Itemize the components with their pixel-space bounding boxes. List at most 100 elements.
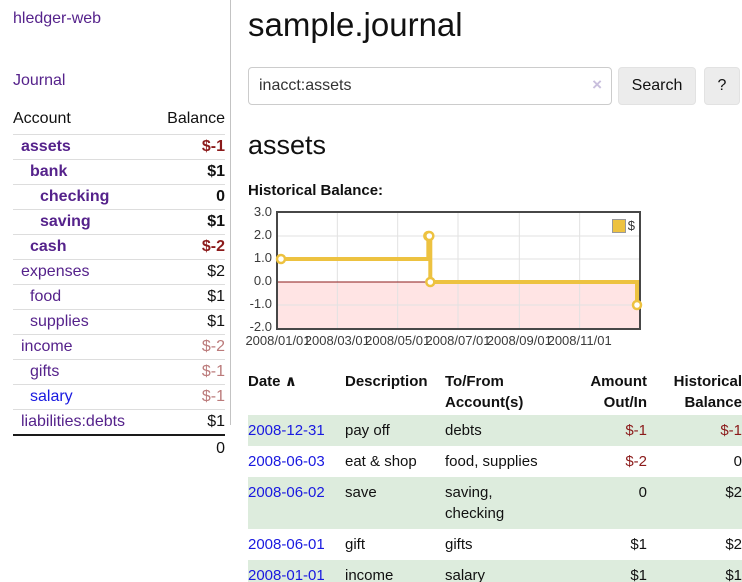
x-axis-tick-label: 2008/09/01	[486, 333, 552, 348]
account-row: income $-2	[13, 334, 225, 360]
register-column-header: Description	[345, 373, 428, 390]
account-link[interactable]: gifts	[30, 363, 60, 380]
transaction-balance: $2	[725, 536, 742, 553]
search-button[interactable]: Search	[618, 67, 696, 105]
account-balance: $2	[152, 259, 225, 285]
account-balance: $1	[152, 409, 225, 435]
account-balance: $-1	[152, 384, 225, 410]
account-link[interactable]: cash	[30, 238, 67, 255]
transaction-amount: $-2	[625, 453, 647, 470]
account-heading: assets	[248, 130, 327, 160]
clear-search-icon[interactable]: ×	[592, 75, 602, 94]
data-point-marker	[631, 299, 643, 311]
chart-legend: $	[611, 218, 635, 233]
account-balance: $1	[152, 309, 225, 335]
x-axis-tick-label: 2008/03/01	[304, 333, 370, 348]
register-header-row: Date ∧ Description To/From Account(s) Amoun…	[248, 369, 742, 415]
register-column-header[interactable]: Date ∧	[248, 373, 297, 390]
account-row: saving $1	[13, 209, 225, 235]
transaction-row: 2008-01-01 income salary $1 $1	[248, 560, 742, 582]
transaction-date-link[interactable]: 2008-01-01	[248, 567, 325, 582]
account-link[interactable]: saving	[40, 213, 91, 230]
accounts-header-account: Account	[13, 110, 71, 127]
transaction-accounts: saving, checking	[445, 484, 505, 522]
account-row: bank $1	[13, 159, 225, 185]
help-button[interactable]: ?	[704, 67, 740, 105]
page-title: sample.journal	[248, 6, 463, 43]
transaction-date: 2008-12-31	[248, 415, 345, 446]
transaction-date-link[interactable]: 2008-06-02	[248, 484, 325, 501]
account-row: assets $-1	[13, 134, 225, 160]
search-form: × Search ?	[248, 67, 742, 105]
x-axis-tick-label: 2008/01/01	[245, 333, 311, 348]
transaction-balance: $1	[725, 567, 742, 582]
legend-label: $	[627, 218, 635, 233]
account-link[interactable]: expenses	[21, 263, 90, 280]
legend-swatch-icon	[611, 218, 626, 233]
transaction-description: gift	[345, 536, 366, 553]
transaction-description: income	[345, 567, 394, 582]
transaction-amount: 0	[638, 484, 647, 501]
sidebar: hledger-web Journal Account Balance asse…	[0, 0, 230, 462]
account-row: liabilities:debts $1	[13, 409, 225, 435]
account-link[interactable]: supplies	[30, 313, 89, 330]
y-axis-tick-label: -2.0	[249, 319, 272, 334]
account-link[interactable]: assets	[21, 138, 71, 155]
transaction-accounts: food, supplies	[445, 453, 538, 470]
account-balance: $1	[152, 159, 225, 185]
transaction-date: 2008-06-03	[248, 446, 345, 477]
account-link[interactable]: checking	[40, 188, 110, 205]
account-row: gifts $-1	[13, 359, 225, 385]
register-column-header: To/From Account(s)	[445, 373, 524, 411]
y-axis-tick-label: -1.0	[249, 296, 272, 311]
accounts-table-header: Account Balance	[13, 107, 225, 135]
chart-plot-area: $	[275, 211, 643, 330]
transaction-date: 2008-06-01	[248, 529, 345, 560]
transaction-amount: $1	[630, 567, 647, 582]
register-column-header: Amount Out/In	[590, 373, 647, 411]
account-row: salary $-1	[13, 384, 225, 410]
transaction-date: 2008-01-01	[248, 560, 345, 582]
transaction-date-link[interactable]: 2008-12-31	[248, 422, 325, 439]
transaction-amount: $-1	[625, 422, 647, 439]
sidebar-item-journal[interactable]: Journal	[13, 72, 66, 89]
account-balance: $1	[152, 284, 225, 310]
transaction-amount: $1	[630, 536, 647, 553]
app-title-link[interactable]: hledger-web	[13, 10, 102, 27]
register-table: Date ∧ Description To/From Account(s) Amoun…	[248, 369, 742, 582]
register-table-body: 2008-12-31 pay off debts $-1 $-1 2008-06-03 ea…	[248, 415, 742, 582]
transaction-balance: $-1	[720, 422, 742, 439]
x-axis-tick-label: 2008/07/01	[425, 333, 491, 348]
search-input[interactable]	[248, 67, 612, 105]
transaction-description: save	[345, 484, 377, 501]
account-row: checking 0	[13, 184, 225, 210]
account-link[interactable]: bank	[30, 163, 68, 180]
transaction-description: pay off	[345, 422, 390, 439]
account-balance: $-1	[152, 134, 225, 160]
sidebar-divider	[230, 0, 231, 425]
transaction-row: 2008-06-01 gift gifts $1 $2	[248, 529, 742, 560]
transaction-date-link[interactable]: 2008-06-01	[248, 536, 325, 553]
account-link[interactable]: food	[30, 288, 62, 305]
transaction-date-link[interactable]: 2008-06-03	[248, 453, 325, 470]
transaction-accounts: salary	[445, 567, 486, 582]
transaction-row: 2008-06-02 save saving, checking 0 $2	[248, 477, 742, 529]
account-balance: $-2	[152, 234, 225, 260]
sort-asc-icon: ∧	[284, 373, 297, 390]
account-balance: $-2	[152, 334, 225, 360]
transaction-balance: 0	[733, 453, 742, 470]
transaction-description: eat & shop	[345, 453, 417, 470]
y-axis-tick-label: 0.0	[253, 273, 272, 288]
transaction-accounts: gifts	[445, 536, 473, 553]
accounts-table: Account Balance assets $-1 bank $1 checking 0…	[13, 107, 225, 462]
accounts-header-balance: Balance	[167, 110, 225, 127]
account-link[interactable]: income	[21, 338, 73, 355]
account-row: cash $-2	[13, 234, 225, 260]
accounts-total-balance: 0	[152, 434, 225, 462]
transaction-row: 2008-12-31 pay off debts $-1 $-1	[248, 415, 742, 446]
account-balance: $-1	[152, 359, 225, 385]
account-link[interactable]: liabilities:debts	[21, 413, 126, 430]
account-link[interactable]: salary	[30, 388, 73, 405]
chart-canvas	[275, 213, 643, 328]
account-row: food $1	[13, 284, 225, 310]
